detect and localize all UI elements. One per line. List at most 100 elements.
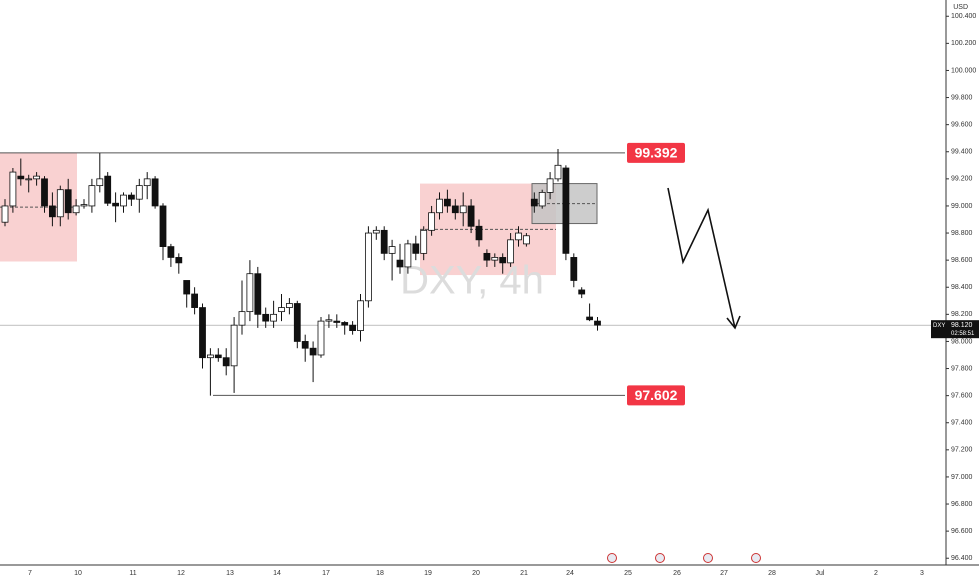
candle-body	[325, 319, 333, 322]
candle-body	[357, 300, 364, 331]
y-tick-label: 97.800	[951, 365, 973, 372]
candle-body	[56, 189, 64, 218]
candle-body	[570, 257, 578, 281]
flag	[655, 553, 665, 563]
candle-body	[475, 225, 483, 241]
candle-body	[151, 178, 159, 207]
candle-body	[530, 198, 538, 207]
candle-body	[554, 164, 562, 180]
candle-body	[222, 357, 230, 367]
y-tick-label: 97.000	[951, 474, 973, 481]
candle-body	[41, 178, 48, 207]
candle-body	[388, 246, 396, 254]
price-tag-bg	[931, 320, 979, 339]
candle-body	[349, 324, 357, 331]
flag	[607, 553, 617, 563]
candle-body	[120, 194, 127, 207]
candle-body	[262, 313, 270, 322]
candle-body	[317, 320, 325, 356]
candle-body	[420, 229, 428, 254]
candle-body	[33, 175, 40, 180]
candle-body	[167, 246, 175, 258]
candle-body	[515, 232, 522, 241]
x-tick-label: 19	[424, 570, 432, 577]
candle-body	[1, 205, 9, 223]
candle-body	[459, 205, 467, 214]
watermark: DXY, 4h	[400, 259, 544, 303]
y-tick-label: 100.200	[951, 40, 976, 47]
candle-body	[214, 354, 222, 359]
candle-body	[333, 320, 341, 323]
candle-body	[341, 322, 349, 326]
candle-body	[364, 232, 372, 302]
candle-body	[183, 280, 191, 295]
candle-body	[254, 273, 262, 315]
x-tick-label: 18	[376, 570, 384, 577]
x-tick-label: 3	[920, 570, 924, 577]
candle-body	[507, 239, 515, 264]
level-label: 97.602	[635, 387, 678, 403]
price-tag-countdown: 02:58:51	[951, 331, 975, 337]
y-tick-label: 98.200	[951, 311, 973, 318]
y-tick-label: 97.400	[951, 420, 973, 427]
candle-body	[546, 178, 554, 193]
candle-body	[443, 198, 451, 207]
candle-body	[143, 178, 151, 187]
x-tick-label: 7	[28, 570, 32, 577]
candle-body	[49, 205, 56, 218]
y-tick-label: 96.400	[951, 555, 973, 562]
y-tick-label: 97.200	[951, 447, 973, 454]
candle-body	[285, 303, 293, 308]
candle-body	[104, 175, 112, 204]
x-tick-label: 21	[520, 570, 528, 577]
level-label-bg	[627, 385, 685, 406]
y-tick-label: 100.000	[951, 67, 976, 74]
y-tick-label: 98.600	[951, 257, 973, 264]
candle-body	[293, 303, 301, 342]
candle-body	[64, 189, 72, 214]
candle-body	[499, 257, 507, 264]
y-tick-label: 96.800	[951, 501, 973, 508]
y-tick-label: 99.800	[951, 94, 973, 101]
candle-body	[404, 243, 412, 268]
projection-arrow	[667, 187, 741, 330]
candle-body	[278, 307, 285, 313]
x-tick-label: 11	[129, 570, 136, 577]
candle-body	[436, 198, 443, 214]
flag	[751, 553, 761, 563]
candle-body	[578, 289, 586, 295]
price-tag-symbol: DXY	[933, 323, 945, 329]
level-label: 99.392	[635, 145, 678, 161]
candle-body	[467, 205, 475, 227]
candle-body	[309, 347, 317, 356]
y-tick-label: 98.800	[951, 230, 973, 237]
candle-body	[191, 293, 199, 308]
x-tick-label: 24	[566, 570, 574, 577]
candle-body	[17, 175, 25, 180]
y-tick-label: 98.400	[951, 284, 973, 291]
candle-body	[594, 320, 601, 326]
candle-body	[199, 307, 206, 359]
candle-body	[380, 229, 388, 254]
candle-body	[301, 341, 309, 349]
candle-body	[238, 311, 246, 326]
y-tick-label: 97.600	[951, 392, 973, 399]
x-tick-label: 14	[273, 570, 281, 577]
candle-body	[270, 313, 278, 322]
y-tick-label: 99.200	[951, 176, 973, 183]
y-tick-label: 99.400	[951, 149, 973, 156]
flag	[703, 553, 713, 563]
y-tick-label: 99.600	[951, 121, 973, 128]
x-tick-label: Jul	[816, 570, 825, 577]
candle-body	[491, 257, 499, 261]
x-tick-label: 10	[74, 570, 82, 577]
candle-body	[483, 252, 491, 261]
level-label-bg	[627, 142, 685, 163]
candle-body	[451, 205, 459, 214]
candle-body	[412, 243, 420, 254]
candle-body	[135, 185, 143, 200]
candle-body	[562, 167, 570, 254]
y-tick-label: 99.000	[951, 203, 973, 210]
